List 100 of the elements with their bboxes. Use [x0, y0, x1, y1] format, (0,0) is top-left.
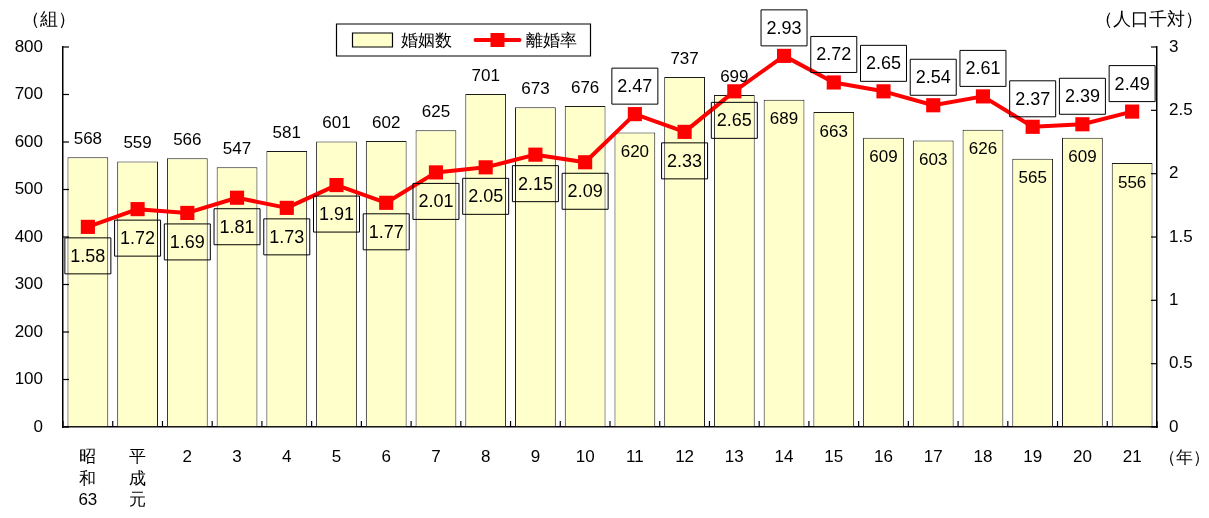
- point: [1075, 117, 1090, 132]
- y-tick-label: 800: [14, 36, 43, 56]
- point: [379, 195, 394, 210]
- data-label: 1.91: [318, 204, 355, 225]
- x-tick-label: 3: [232, 447, 242, 467]
- data-label: 2.01: [418, 191, 454, 212]
- point: [926, 98, 941, 113]
- y2-tick-label: 1: [1169, 290, 1179, 310]
- point: [329, 178, 344, 193]
- x-tick-label: 9: [530, 447, 541, 467]
- point: [130, 202, 145, 217]
- data-label: 2.37: [1015, 88, 1051, 109]
- data-label: 676: [570, 77, 600, 97]
- point: [80, 219, 95, 234]
- x-tick-label: 8: [480, 447, 491, 467]
- x-tick-label: 13: [724, 447, 744, 467]
- point: [627, 107, 642, 122]
- data-label: 609: [1068, 147, 1097, 167]
- data-label: 581: [272, 122, 301, 142]
- x-tick-label: 5: [331, 447, 342, 467]
- data-label: 1.77: [368, 221, 404, 242]
- data-label: 556: [1117, 172, 1147, 192]
- data-label: 1.72: [120, 228, 156, 249]
- x-tick-label: 17: [923, 447, 943, 467]
- x-tick-label: 18: [973, 447, 993, 467]
- x-tick-label: 平成元: [129, 447, 147, 509]
- x-tick-label: 7: [431, 447, 441, 467]
- data-label: 689: [769, 109, 799, 129]
- data-label: 559: [123, 133, 152, 153]
- data-label: 2.47: [617, 76, 653, 97]
- point: [180, 205, 195, 220]
- data-label: 2.05: [468, 186, 504, 207]
- y-tick-label: 200: [14, 321, 43, 341]
- legend-label: 離婚率: [525, 30, 577, 50]
- point: [1125, 104, 1140, 119]
- data-label: 1.73: [269, 226, 305, 247]
- data-label: 1.81: [219, 216, 255, 237]
- point: [727, 84, 742, 99]
- x-tick-label: 15: [824, 447, 844, 467]
- y2-tick-label: 2: [1169, 163, 1179, 183]
- point: [975, 89, 991, 104]
- data-label: 2.15: [517, 173, 553, 194]
- y2-tick-label: 2.5: [1169, 100, 1193, 120]
- x-tick-label: 4: [282, 447, 292, 467]
- data-label: 1.69: [169, 231, 205, 252]
- x-tick-label: 10: [575, 447, 595, 467]
- y2-tick-label: 3: [1169, 36, 1179, 56]
- data-label: 699: [720, 66, 749, 86]
- data-label: 609: [869, 147, 898, 167]
- y2-tick-label: 1.5: [1169, 226, 1193, 246]
- x-tick-label: 昭和63: [78, 447, 98, 509]
- point: [229, 190, 245, 205]
- point: [1025, 119, 1040, 134]
- data-label: 566: [173, 129, 202, 149]
- data-label: 2.93: [766, 17, 802, 38]
- y-tick-label: 300: [14, 274, 43, 294]
- y-tick-label: 700: [14, 84, 43, 104]
- x-tick-label: 20: [1072, 447, 1092, 467]
- x-tick-label: 2: [182, 447, 193, 467]
- legend-label: 婚姻数: [400, 30, 452, 50]
- x-tick-label: 6: [381, 447, 391, 467]
- data-label: 2.33: [667, 150, 703, 171]
- data-label: 626: [968, 139, 998, 159]
- data-label: 2.09: [567, 181, 603, 202]
- x-tick-label: 21: [1122, 447, 1142, 467]
- data-label: 565: [1018, 168, 1047, 188]
- point: [826, 75, 841, 90]
- data-label: 2.49: [1114, 73, 1150, 94]
- point: [428, 165, 444, 180]
- y2-tick-label: 0.5: [1169, 353, 1193, 373]
- data-label: 1.58: [70, 245, 106, 266]
- data-label: 2.54: [915, 67, 951, 88]
- point: [578, 155, 593, 170]
- data-label: 737: [670, 48, 699, 68]
- y-axis-title: （組）: [22, 8, 76, 29]
- data-label: 2.72: [816, 44, 852, 65]
- data-label: 2.65: [716, 110, 752, 131]
- data-label: 2.65: [865, 53, 902, 74]
- data-label: 2.39: [1064, 86, 1100, 107]
- point: [776, 48, 792, 63]
- y-tick-label: 500: [14, 179, 43, 199]
- data-label: 625: [421, 101, 451, 121]
- data-label: 701: [471, 65, 500, 85]
- data-label: 673: [521, 79, 550, 99]
- y2-tick-label: 0: [1169, 416, 1179, 436]
- point: [677, 124, 692, 139]
- y-tick-label: 100: [14, 369, 43, 389]
- y-tick-label: 0: [33, 416, 43, 436]
- x-axis-title: （年）: [1159, 447, 1209, 467]
- x-tick-label: 16: [874, 447, 893, 467]
- y-tick-label: 400: [14, 226, 43, 246]
- point: [279, 200, 294, 215]
- y2-axis-title: （人口千対）: [1095, 8, 1203, 29]
- y-tick-label: 600: [14, 131, 43, 151]
- data-label: 601: [322, 113, 351, 133]
- x-tick-label: 12: [675, 447, 695, 467]
- data-label: 603: [919, 150, 948, 170]
- data-label: 620: [620, 142, 650, 162]
- data-label: 568: [73, 128, 103, 148]
- data-label: 547: [222, 138, 252, 158]
